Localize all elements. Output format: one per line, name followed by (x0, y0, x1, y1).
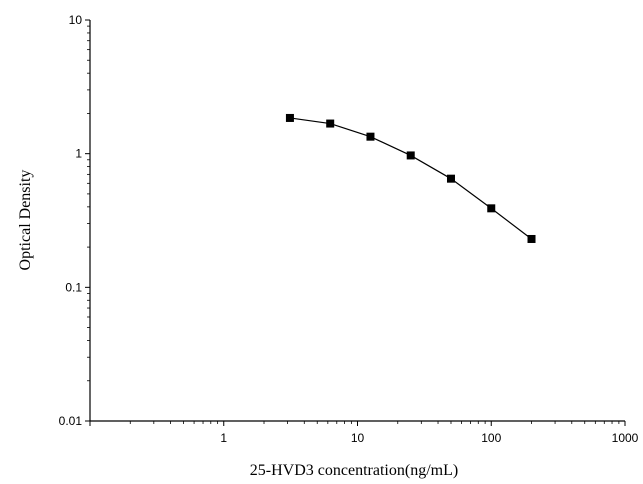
data-series (285, 113, 536, 243)
y-tick-label: 1 (75, 147, 82, 161)
x-axis-title: 25-HVD3 concentration(ng/mL) (250, 462, 458, 479)
x-tick-label: 100 (481, 431, 501, 445)
y-tick-label: 0.01 (59, 414, 83, 428)
data-point (366, 132, 375, 141)
x-axis-ticks: 1 10 100 1000 (89, 421, 639, 445)
x-tick-label: 10 (351, 431, 365, 445)
data-point (487, 204, 496, 213)
data-point (527, 234, 536, 243)
y-tick-label: 10 (69, 13, 83, 27)
axes (89, 20, 625, 422)
y-tick-label: 0.1 (65, 280, 82, 294)
y-axis-ticks: 0.01 0.1 1 10 (59, 13, 90, 428)
series-line (289, 117, 532, 240)
data-point (326, 119, 335, 128)
x-tick-label: 1000 (612, 431, 639, 445)
data-point (446, 174, 455, 183)
y-axis-title: Optical Density (17, 170, 34, 271)
x-tick-label: 1 (220, 431, 227, 445)
data-point (285, 113, 294, 122)
data-point (406, 151, 415, 160)
